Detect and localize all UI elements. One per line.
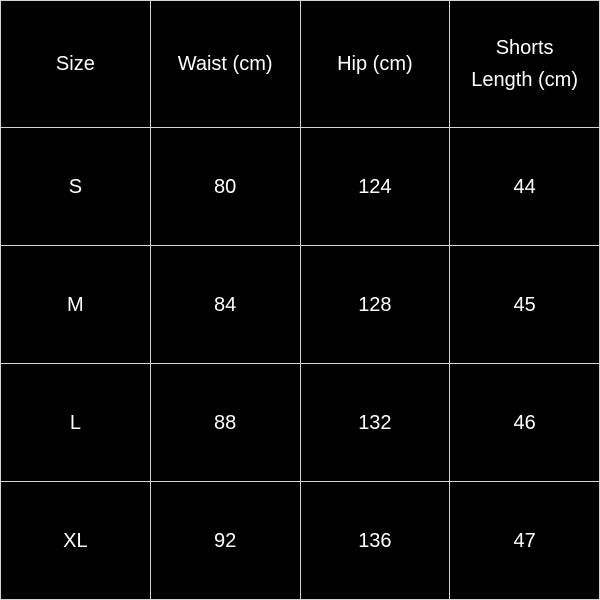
cell: 92 <box>149 481 301 600</box>
cell: 44 <box>449 127 600 246</box>
cell: 88 <box>149 363 301 482</box>
cell: 128 <box>299 245 451 364</box>
header-cell: Waist (cm) <box>149 0 301 128</box>
cell: S <box>0 127 151 246</box>
row: S 80 124 44 <box>0 127 600 246</box>
cell: 45 <box>449 245 600 364</box>
cell: 84 <box>149 245 301 364</box>
cell: 124 <box>299 127 451 246</box>
cell: 80 <box>149 127 301 246</box>
row: M 84 128 45 <box>0 245 600 364</box>
header-cell: Shorts Length (cm) <box>449 0 600 128</box>
row: L 88 132 46 <box>0 363 600 482</box>
cell: M <box>0 245 151 364</box>
header-cell: Hip (cm) <box>299 0 451 128</box>
cell: 47 <box>449 481 600 600</box>
cell: XL <box>0 481 151 600</box>
cell: 136 <box>299 481 451 600</box>
header-row: Size Waist (cm) Hip (cm) Shorts Length (… <box>0 0 600 128</box>
header-cell: Size <box>0 0 151 128</box>
cell: 132 <box>299 363 451 482</box>
row: XL 92 136 47 <box>0 481 600 600</box>
header-text: Shorts Length (cm) <box>471 37 578 91</box>
cell: 46 <box>449 363 600 482</box>
cell: L <box>0 363 151 482</box>
